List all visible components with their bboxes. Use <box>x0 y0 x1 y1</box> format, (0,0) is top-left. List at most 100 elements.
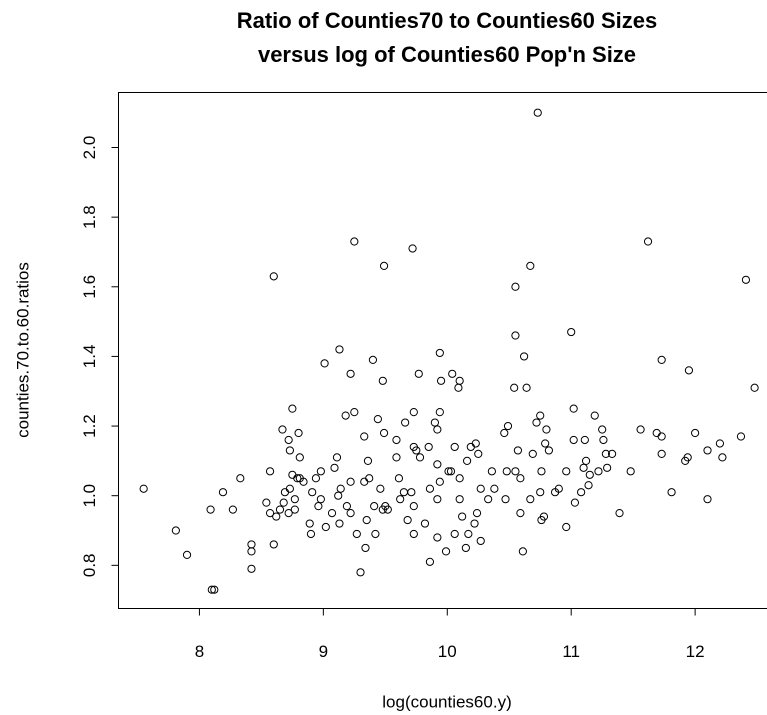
point <box>590 411 599 420</box>
point <box>262 498 271 507</box>
point <box>206 505 215 514</box>
point <box>207 585 216 594</box>
point <box>407 488 416 497</box>
point <box>335 519 344 528</box>
point <box>490 484 499 493</box>
point <box>601 449 610 459</box>
point <box>657 355 666 365</box>
point <box>269 540 278 549</box>
x-tick-label: 12 <box>686 642 705 661</box>
point <box>683 453 692 462</box>
point <box>396 495 405 504</box>
point <box>579 463 588 472</box>
point <box>526 261 535 270</box>
point <box>171 526 180 535</box>
point <box>247 564 256 573</box>
point <box>454 383 463 392</box>
point <box>450 442 459 452</box>
point <box>314 502 323 511</box>
point <box>321 522 330 532</box>
point <box>599 435 608 445</box>
point <box>626 467 635 476</box>
point <box>476 484 485 493</box>
point <box>420 519 430 528</box>
point <box>536 488 545 497</box>
point <box>450 529 459 539</box>
y-axis-label: counties.70.to.60.ratios <box>13 262 32 438</box>
point <box>360 432 369 441</box>
point <box>435 477 444 486</box>
point <box>554 484 563 493</box>
point <box>570 498 580 507</box>
point <box>433 425 442 434</box>
point <box>288 404 297 413</box>
point <box>218 488 228 497</box>
point <box>464 529 473 539</box>
point <box>441 547 451 556</box>
point <box>346 369 355 378</box>
point <box>542 425 551 434</box>
point <box>580 435 589 445</box>
point <box>458 512 467 521</box>
point <box>425 484 435 493</box>
point <box>182 550 192 559</box>
point <box>228 505 237 514</box>
point <box>308 488 317 497</box>
point <box>520 352 529 361</box>
y-tick-label: 1.6 <box>80 275 99 299</box>
point <box>461 543 470 553</box>
point <box>584 481 593 490</box>
point <box>703 495 712 504</box>
point <box>342 502 351 511</box>
point <box>320 359 329 368</box>
point <box>409 408 418 417</box>
point <box>657 432 666 441</box>
point <box>365 474 374 483</box>
point <box>537 467 546 476</box>
point <box>533 108 542 117</box>
point <box>652 428 661 438</box>
point <box>484 495 493 504</box>
chart-title: versus log of Counties60 Pop'n Size <box>258 42 636 67</box>
point <box>379 261 389 270</box>
point <box>330 463 339 472</box>
point <box>275 505 285 514</box>
point <box>487 467 496 476</box>
y-tick-label: 0.8 <box>80 554 99 578</box>
x-axis-label: log(counties60.y) <box>382 692 511 711</box>
point <box>463 456 472 465</box>
point <box>598 425 607 434</box>
point <box>581 456 591 465</box>
point <box>511 282 520 291</box>
point <box>363 456 373 465</box>
point <box>362 515 371 525</box>
point <box>471 439 480 448</box>
point <box>247 547 256 556</box>
point <box>502 467 511 476</box>
point <box>657 449 666 459</box>
point <box>360 477 369 486</box>
point <box>311 474 321 483</box>
x-tick-label: 8 <box>195 642 204 661</box>
point <box>518 547 527 556</box>
point <box>295 474 304 483</box>
point <box>703 446 712 455</box>
point <box>528 449 537 459</box>
point <box>569 404 578 413</box>
point <box>285 446 294 455</box>
point <box>536 411 545 420</box>
point <box>290 495 299 504</box>
point <box>415 453 425 462</box>
point <box>290 505 299 514</box>
point <box>636 425 645 434</box>
point <box>516 508 525 518</box>
plot-box <box>118 92 767 609</box>
point <box>522 383 531 392</box>
point <box>294 428 303 438</box>
point <box>435 348 444 358</box>
point <box>356 568 365 577</box>
point <box>376 484 385 493</box>
point <box>466 442 475 452</box>
point <box>139 484 148 493</box>
point <box>265 508 275 518</box>
